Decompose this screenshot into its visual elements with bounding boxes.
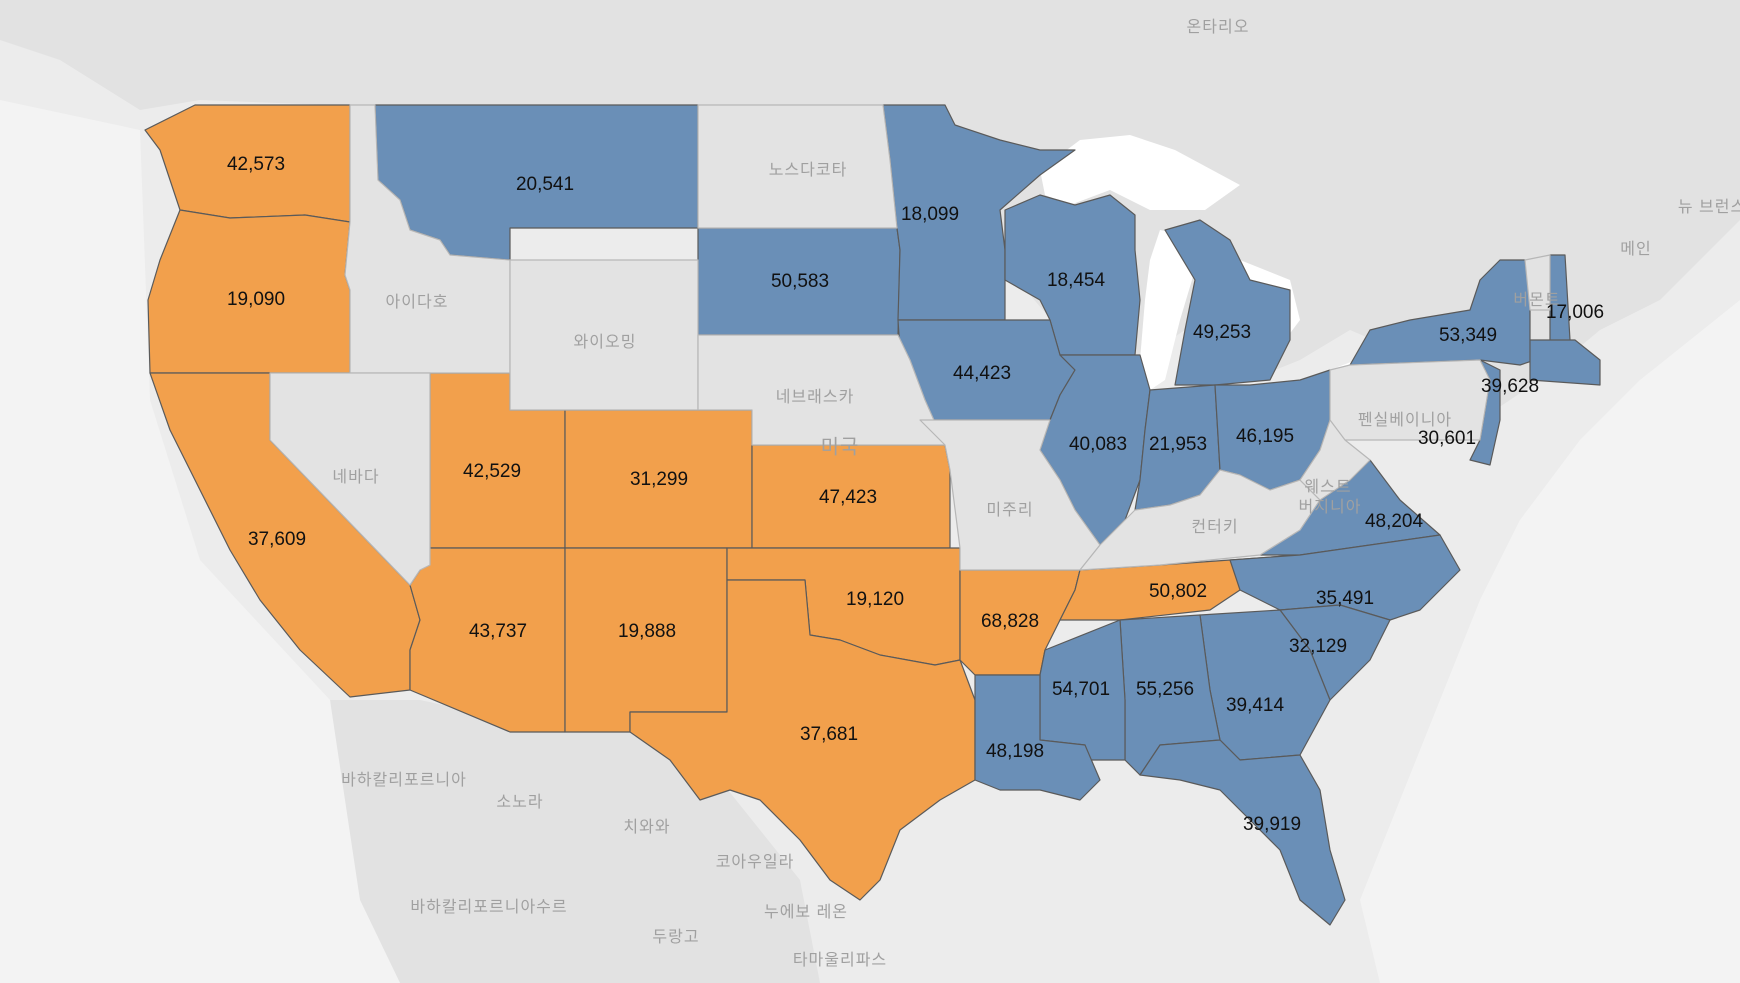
state-vt[interactable] <box>1524 254 1551 311</box>
lake-superior <box>1040 135 1240 210</box>
state-co[interactable] <box>564 409 753 549</box>
state-fl[interactable] <box>1139 739 1346 926</box>
atlantic-water <box>1360 300 1740 983</box>
pacific-water <box>0 100 400 983</box>
state-ks[interactable] <box>751 444 951 549</box>
state-nc[interactable] <box>1229 534 1461 621</box>
state-nd[interactable] <box>697 104 898 229</box>
state-wv[interactable] <box>1299 419 1371 501</box>
state-pa[interactable] <box>1329 359 1491 441</box>
state-wy[interactable] <box>509 259 699 411</box>
state-nv[interactable] <box>269 372 431 586</box>
state-mi[interactable] <box>1164 219 1291 386</box>
state-mn[interactable] <box>882 104 1076 321</box>
state-la[interactable] <box>974 674 1101 801</box>
state-nm[interactable] <box>564 547 728 733</box>
state-ma[interactable] <box>1529 339 1601 386</box>
state-ky[interactable] <box>1079 469 1321 571</box>
state-wi[interactable] <box>1004 194 1141 356</box>
state-id[interactable] <box>344 104 511 374</box>
state-sd[interactable] <box>697 227 901 336</box>
lake-michigan <box>1140 230 1195 390</box>
state-tx[interactable] <box>629 579 976 901</box>
states-layer <box>144 104 1601 926</box>
state-or[interactable] <box>147 209 351 374</box>
